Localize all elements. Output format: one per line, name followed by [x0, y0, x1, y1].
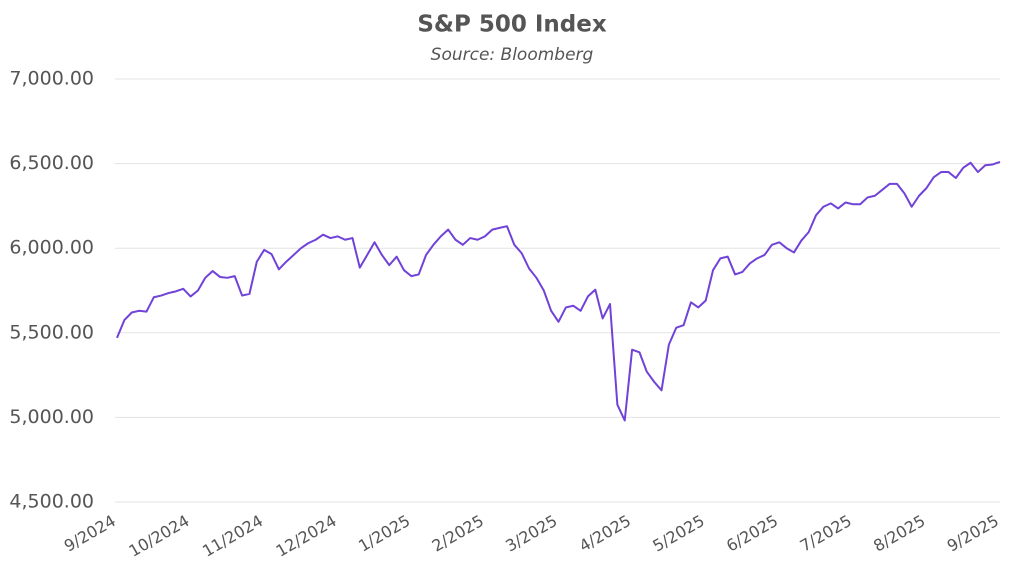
x-tick-label: 7/2025 [797, 511, 855, 556]
x-tick-label: 1/2025 [355, 511, 413, 556]
x-tick-label: 2/2025 [429, 511, 487, 556]
x-tick-label: 3/2025 [502, 511, 560, 556]
y-tick-label: 7,000.00 [9, 68, 94, 90]
chart-subtitle: Source: Bloomberg [431, 45, 594, 65]
x-tick-label: 9/2024 [61, 511, 119, 556]
x-tick-label: 8/2025 [870, 511, 928, 556]
x-tick-label: 12/2024 [273, 511, 340, 561]
x-tick-label: 11/2024 [199, 511, 266, 561]
y-tick-label: 6,500.00 [9, 152, 94, 174]
chart-title: S&P 500 Index [417, 12, 606, 38]
x-tick-label: 10/2024 [126, 511, 193, 561]
y-tick-label: 5,500.00 [9, 321, 94, 343]
x-tick-label: 4/2025 [576, 511, 634, 556]
y-tick-label: 4,500.00 [9, 491, 94, 513]
y-tick-label: 6,000.00 [9, 237, 94, 259]
price-line [116, 160, 1001, 422]
y-tick-label: 5,000.00 [9, 406, 94, 428]
x-tick-label: 6/2025 [723, 511, 781, 556]
x-tick-label: 5/2025 [649, 511, 707, 556]
x-tick-label: 9/2025 [944, 511, 1002, 556]
